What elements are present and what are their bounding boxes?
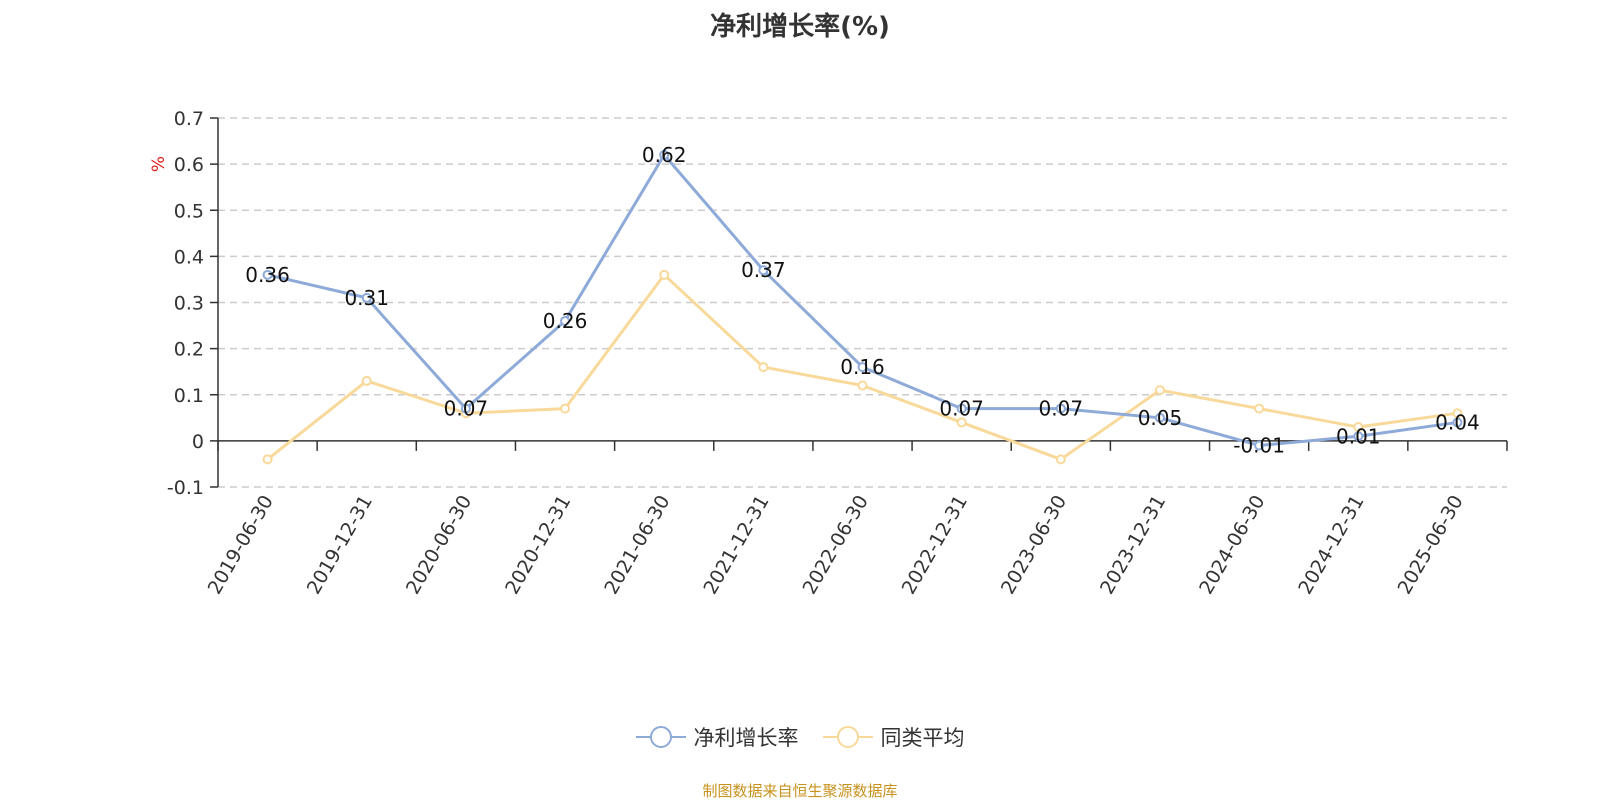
data-point <box>1254 403 1265 414</box>
y-tick-label: 0.2 <box>174 339 204 361</box>
y-tick-label: 0.3 <box>174 293 204 315</box>
data-point <box>361 375 372 386</box>
x-tick-label: 2023-12-31 <box>1096 492 1170 599</box>
data-point <box>1154 412 1165 423</box>
data-point <box>956 417 967 428</box>
data-label: 0.01 <box>1336 424 1381 448</box>
data-label: 0.07 <box>444 397 489 421</box>
grid-lines <box>218 117 1507 488</box>
legend-item-net-profit-growth[interactable]: 净利增长率 <box>635 722 799 752</box>
data-label: 0.36 <box>245 263 290 287</box>
data-label: 0.26 <box>543 309 588 333</box>
chart-title: 净利增长率(%) <box>710 12 890 42</box>
data-point <box>1353 422 1364 433</box>
y-tick-label: 0.6 <box>174 154 204 176</box>
x-tick-label: 2019-12-31 <box>303 492 377 599</box>
y-tick-label: 0.1 <box>174 385 204 407</box>
data-point <box>857 362 868 373</box>
x-tick-label: 2020-12-31 <box>501 492 575 599</box>
data-point <box>758 362 769 373</box>
legend-label: 净利增长率 <box>693 726 799 750</box>
data-point <box>1452 417 1463 428</box>
data-point <box>1353 431 1364 442</box>
data-label: 0.04 <box>1435 410 1480 434</box>
data-point <box>560 315 571 326</box>
y-tick-label: -0.1 <box>167 477 204 499</box>
x-tick-label: 2019-06-30 <box>204 492 278 599</box>
x-tick-label: 2024-06-30 <box>1195 492 1269 599</box>
data-label: 0.07 <box>939 397 984 421</box>
y-axis-unit: % <box>149 156 169 172</box>
data-label: 0.16 <box>840 355 885 379</box>
data-point <box>560 403 571 414</box>
data-point <box>460 403 471 414</box>
legend: 净利增长率 同类平均 <box>0 722 1600 752</box>
axes: -0.1 0 0.1 0.2 0.3 0.4 0.5 0.6 0.7 2019-06-30 2019… <box>167 108 1508 599</box>
x-tick-label: 2024-12-31 <box>1294 492 1368 599</box>
x-tick-label: 2022-06-30 <box>799 492 873 599</box>
data-label: 0.31 <box>344 286 389 310</box>
data-point <box>262 454 273 465</box>
legend-marker-icon <box>822 726 873 748</box>
x-tick-label: 2021-12-31 <box>699 492 773 599</box>
data-label: -0.01 <box>1233 433 1285 457</box>
data-point <box>1254 440 1265 451</box>
data-point <box>1452 408 1463 419</box>
x-tick-label: 2020-06-30 <box>402 492 476 599</box>
y-tick-label: 0.5 <box>174 200 204 222</box>
data-label: 0.37 <box>741 258 786 282</box>
x-tick-label: 2025-06-30 <box>1393 492 1467 599</box>
data-label: 0.05 <box>1138 406 1183 430</box>
x-tick-label: 2021-06-30 <box>600 492 674 599</box>
x-tick-label: 2023-06-30 <box>997 492 1071 599</box>
series-lines <box>262 149 1463 465</box>
y-tick-label: 0.4 <box>174 246 204 268</box>
data-point <box>1055 403 1066 414</box>
y-tick-label: 0.7 <box>174 108 204 130</box>
data-point <box>262 269 273 280</box>
data-point <box>659 269 670 280</box>
data-labels: 0.36 0.31 0.07 0.26 0.62 0.37 0.16 0.07 0.07 0.05… <box>245 143 1479 458</box>
legend-label: 同类平均 <box>880 726 965 750</box>
data-label: 0.62 <box>642 143 687 167</box>
legend-item-peer-average[interactable]: 同类平均 <box>822 722 965 752</box>
y-tick-label: 0 <box>192 431 204 453</box>
data-label: 0.07 <box>1039 397 1084 421</box>
data-point <box>1154 385 1165 396</box>
data-point <box>758 265 769 276</box>
x-tick-label: 2022-12-31 <box>898 491 972 598</box>
data-point <box>857 380 868 391</box>
source-note: 制图数据来自恒生聚源数据库 <box>702 782 898 800</box>
data-point <box>361 292 372 303</box>
legend-marker-icon <box>635 726 686 748</box>
data-point <box>956 403 967 414</box>
data-point <box>1055 454 1066 465</box>
data-point <box>659 149 670 160</box>
